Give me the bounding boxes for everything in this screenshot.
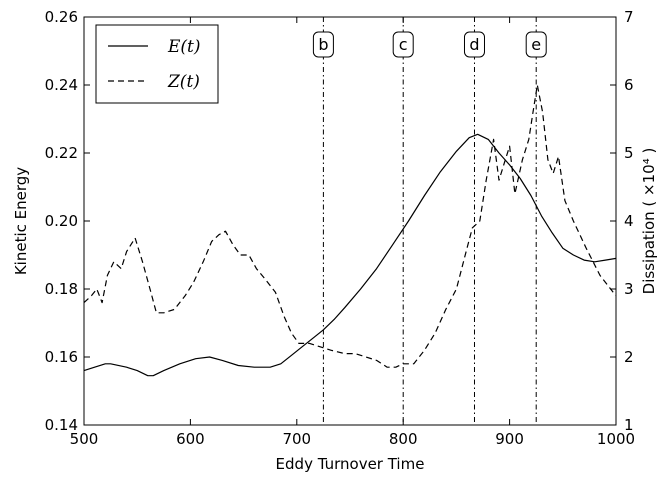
y2-tick-label: 3	[624, 280, 634, 298]
y2-tick-label: 4	[624, 212, 634, 230]
y2-tick-label: 6	[624, 76, 634, 94]
y2-tick-label: 1	[624, 416, 634, 434]
series-line-e	[83, 133, 617, 377]
series-line-z	[83, 84, 617, 368]
y-tick-label: 0.20	[45, 212, 78, 230]
series-layer	[83, 84, 617, 377]
marker-box-d	[463, 31, 485, 58]
x-tick-label: 1000	[597, 430, 635, 448]
legend: E(t) Z(t)	[95, 24, 219, 104]
event-markers: b c d e	[312, 17, 547, 425]
y2-tick-label: 7	[624, 8, 634, 26]
y2-tick-label: 2	[624, 348, 634, 366]
x-tick-label: 700	[282, 430, 311, 448]
y2-tick-label: 5	[624, 144, 634, 162]
marker-box-e	[525, 31, 547, 58]
y-tick-label: 0.14	[45, 416, 78, 434]
x-tick-label: 600	[176, 430, 205, 448]
marker-label-d: d	[469, 35, 479, 54]
x-tick-label: 500	[70, 430, 99, 448]
y-axis-label: Kinetic Energy	[12, 167, 30, 275]
marker-box-b	[312, 31, 334, 58]
y-tick-label: 0.22	[45, 144, 78, 162]
legend-box	[95, 24, 219, 104]
y2-axis-label: Dissipation ( ×10⁴ )	[640, 148, 657, 295]
marker-label-b: b	[318, 35, 328, 54]
y-tick-label: 0.18	[45, 280, 78, 298]
x-axis-label: Eddy Turnover Time	[276, 455, 425, 473]
y-tick-label: 0.26	[45, 8, 78, 26]
legend-label-z: Z(t)	[167, 72, 200, 92]
x-tick-label: 900	[495, 430, 524, 448]
marker-box-c	[392, 31, 414, 58]
y-tick-label: 0.16	[45, 348, 78, 366]
marker-label-c: c	[399, 35, 408, 54]
y-tick-label: 0.24	[45, 76, 78, 94]
axis-ticks: 500 600 700 800 900 1000 0.14 0.16 0.18 0.20 0.22 0…	[45, 8, 636, 448]
legend-label-e: E(t)	[167, 37, 201, 57]
marker-label-e: e	[531, 35, 541, 54]
x-tick-label: 800	[389, 430, 418, 448]
